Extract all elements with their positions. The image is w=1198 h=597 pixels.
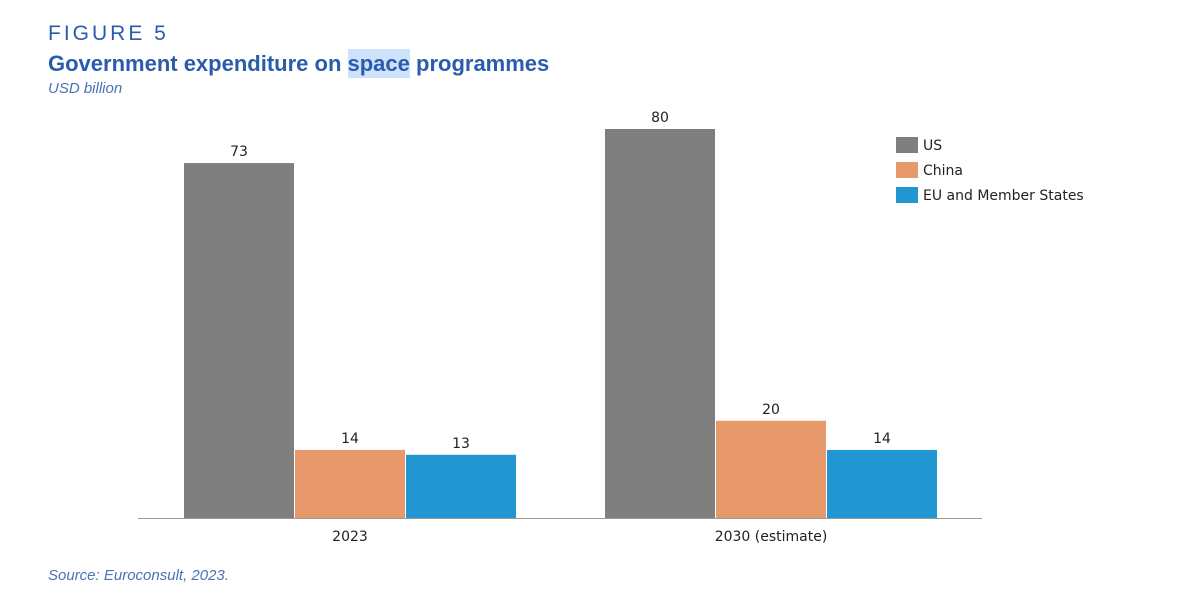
title-text-before: Government expenditure on — [48, 51, 348, 76]
legend-swatch-us — [896, 137, 918, 153]
category-label-2030-estimate: 2030 (estimate) — [715, 529, 828, 545]
chart-title: Government expenditure on space programm… — [48, 49, 550, 78]
data-label-china-2023: 14 — [341, 431, 359, 447]
bar-eu-and-member-states-2030-estimate — [827, 449, 937, 518]
category-labels: 2023 2030 (estimate) — [332, 529, 827, 545]
category-label-2023: 2023 — [332, 529, 368, 545]
legend-label-china: China — [923, 163, 963, 179]
legend-swatch-china — [896, 162, 918, 178]
data-label-eu-and-member-states-2030-estimate: 14 — [873, 431, 891, 447]
bar-china-2023 — [295, 449, 405, 518]
legend-label-us: US — [923, 138, 942, 154]
data-label-eu-and-member-states-2023: 13 — [452, 436, 470, 452]
legend: US China EU and Member States — [896, 137, 1084, 204]
legend-swatch-eu-and-member-states — [896, 187, 918, 203]
bar-china-2030-estimate — [716, 420, 826, 518]
bar-us-2030-estimate — [605, 129, 715, 518]
data-label-us-2023: 73 — [230, 144, 248, 160]
bars-layer: 73 14 13 80 20 14 — [184, 110, 937, 518]
data-label-us-2030-estimate: 80 — [651, 110, 669, 126]
bar-us-2023 — [184, 163, 294, 518]
data-label-china-2030-estimate: 20 — [762, 402, 780, 418]
source-note: Source: Euroconsult, 2023. — [48, 567, 229, 584]
unit-label: USD billion — [48, 80, 123, 97]
bar-eu-and-member-states-2023 — [406, 454, 516, 518]
figure-label: FIGURE 5 — [48, 22, 169, 45]
legend-label-eu-and-member-states: EU and Member States — [923, 188, 1084, 204]
title-highlighted-word: space — [347, 49, 410, 78]
title-text-after: programmes — [409, 51, 550, 76]
